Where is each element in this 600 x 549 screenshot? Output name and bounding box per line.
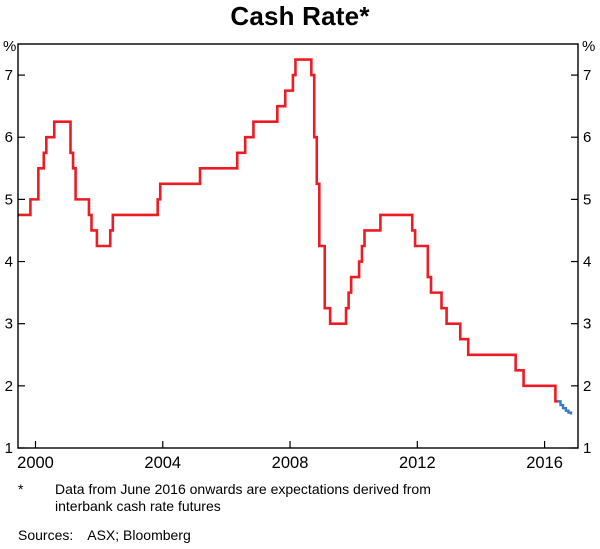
footnote-line-1: Data from June 2016 onwards are expectat… xyxy=(55,481,431,497)
y-axis-unit-right: % xyxy=(582,38,595,55)
y-tick-label-left: 2 xyxy=(5,378,13,395)
footnote-text: Data from June 2016 onwards are expectat… xyxy=(55,481,525,515)
y-tick-label-right: 3 xyxy=(583,316,591,333)
y-tick-label-left: 1 xyxy=(5,440,13,457)
y-tick-label-right: 4 xyxy=(583,254,591,271)
y-tick-label-left: 6 xyxy=(5,129,13,146)
sources-label: Sources: xyxy=(18,527,74,543)
x-tick-label: 2016 xyxy=(526,454,563,472)
cash-rate-chart: % % 1 1 2 2 3 3 4 4 5 5 6 6 7 7 2000 2004 2008 2012 2016 xyxy=(3,38,595,472)
footnote-marker: * xyxy=(18,481,24,497)
x-tick-label: 2004 xyxy=(144,454,181,472)
y-tick-label-left: 3 xyxy=(5,316,13,333)
y-tick-label-left: 7 xyxy=(5,67,13,84)
y-tick-label-right: 6 xyxy=(583,129,591,146)
plot-frame xyxy=(17,43,579,449)
x-tick-label: 2012 xyxy=(399,454,436,472)
sources-value: ASX; Bloomberg xyxy=(87,527,191,543)
y-axis-unit-left: % xyxy=(3,38,16,55)
chart-title: Cash Rate* xyxy=(230,1,370,31)
y-tick-label-left: 5 xyxy=(5,191,13,208)
footnote-line-2: interbank cash rate futures xyxy=(55,498,221,514)
y-tick-label-left: 4 xyxy=(5,254,13,271)
series-line-actual xyxy=(18,58,558,403)
y-tick-label-right: 5 xyxy=(583,191,591,208)
sources-line: Sources: ASX; Bloomberg xyxy=(18,527,191,543)
y-tick-label-right: 2 xyxy=(583,378,591,395)
series-line-expectations xyxy=(557,400,573,415)
x-tick-label: 2008 xyxy=(272,454,309,472)
y-tick-label-right: 7 xyxy=(583,67,591,84)
x-tick-label: 2000 xyxy=(17,454,54,472)
y-tick-label-right: 1 xyxy=(583,440,591,457)
